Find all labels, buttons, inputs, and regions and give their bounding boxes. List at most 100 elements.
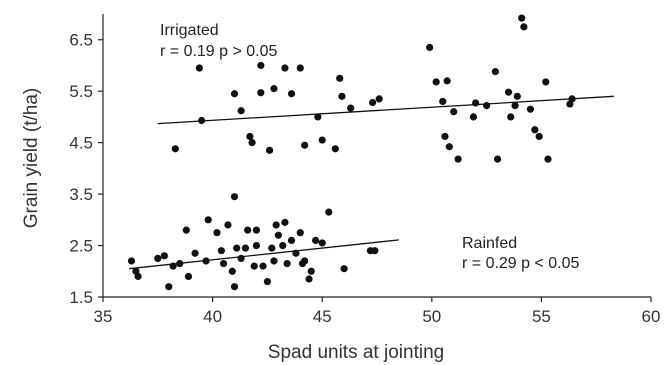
rainfed-point (191, 249, 199, 257)
irrigated-point (526, 105, 535, 113)
rainfed-point (272, 221, 280, 229)
irrigated-point (469, 113, 478, 121)
irrigated-point (270, 85, 278, 93)
irrigated-point (369, 98, 377, 107)
x-tick-label: 40 (203, 307, 222, 326)
rainfed-point (312, 236, 320, 244)
irrigated-point (493, 155, 502, 163)
x-axis-ticks: 35 40 45 50 55 60 (94, 297, 661, 326)
irrigated-point (441, 132, 449, 141)
x-tick-label: 50 (422, 307, 441, 326)
irrigated-stat: r = 0.19 p > 0.05 (160, 43, 278, 60)
rainfed-label: Rainfed (462, 235, 517, 252)
rainfed-point (252, 226, 261, 234)
rainfed-point (274, 231, 282, 239)
irrigated-point (535, 132, 543, 141)
rainfed-point (134, 272, 142, 281)
rainfed-point (281, 218, 289, 226)
irrigated-point (237, 107, 245, 115)
irrigated-trendline (157, 95, 614, 125)
y-tick-label: 3.5 (69, 185, 93, 204)
rainfed-point (268, 244, 276, 252)
rainfed-point (279, 241, 287, 250)
irrigated-point (331, 145, 339, 153)
irrigated-point (507, 113, 515, 121)
rainfed-point (202, 257, 210, 265)
irrigated-point (230, 90, 239, 98)
rainfed-point (241, 244, 250, 252)
irrigated-point (443, 77, 451, 85)
rainfed-point (228, 267, 236, 275)
irrigated-point (246, 132, 254, 141)
irrigated-point (568, 95, 576, 103)
y-tick-label: 2.5 (69, 237, 93, 256)
rainfed-point (296, 229, 304, 237)
irrigated-point (318, 136, 326, 144)
rainfed-stat: r = 0.29 p < 0.05 (462, 255, 580, 272)
rainfed-point (263, 277, 271, 286)
irrigated-point (336, 74, 344, 82)
rainfed-point (259, 262, 267, 270)
irrigated-point (511, 101, 519, 110)
rainfed-point (340, 265, 348, 273)
rainfed-point (213, 229, 221, 237)
irrigated-point (195, 64, 204, 72)
rainfed-point (217, 247, 225, 255)
x-axis-title: Spad units at jointing (268, 342, 444, 363)
rainfed-point (292, 249, 300, 257)
irrigated-point (491, 68, 499, 76)
rainfed-point (244, 226, 252, 234)
irrigated-point (287, 90, 296, 98)
irrigated-point (347, 104, 355, 112)
rainfed-point (283, 259, 291, 268)
rainfed-point (230, 283, 239, 291)
y-tick-label: 5.5 (69, 82, 93, 101)
y-tick-label: 6.5 (69, 31, 93, 50)
irrigated-point (426, 43, 434, 52)
rainfed-point (237, 254, 245, 263)
irrigated-point (450, 108, 458, 116)
rainfed-point (165, 283, 173, 291)
rainfed-point (160, 252, 168, 260)
irrigated-point (439, 97, 447, 106)
irrigated-point (432, 78, 440, 86)
irrigated-point (198, 116, 206, 125)
y-axis-ticks: 1.5 2.5 3.5 4.5 5.5 6.5 (69, 31, 103, 307)
rainfed-point (184, 272, 193, 281)
irrigated-point (375, 95, 383, 103)
rainfed-point (301, 257, 309, 265)
rainfed-point (127, 257, 136, 265)
rainfed-point (224, 221, 232, 229)
rainfed-point (250, 262, 258, 270)
rainfed-point (176, 259, 184, 268)
rainfed-point (371, 247, 379, 255)
irrigated-point (257, 89, 265, 97)
irrigated-label: Irrigated (160, 22, 219, 39)
rainfed-point (230, 193, 239, 201)
irrigated-point (454, 155, 462, 163)
irrigated-point (472, 99, 480, 107)
rainfed-point (270, 257, 278, 265)
irrigated-point (171, 145, 179, 153)
rainfed-point (287, 236, 296, 244)
irrigated-point (542, 78, 550, 86)
irrigated-point (513, 92, 521, 100)
y-tick-label: 4.5 (69, 134, 93, 153)
irrigated-point (301, 141, 309, 149)
x-tick-label: 60 (642, 307, 661, 326)
x-tick-label: 45 (313, 307, 332, 326)
irrigated-point (544, 155, 552, 163)
rainfed-point (318, 239, 326, 247)
irrigated-point (520, 23, 528, 31)
rainfed-point (169, 262, 177, 270)
x-tick-label: 35 (94, 307, 113, 326)
rainfed-point (219, 259, 228, 268)
rainfed-point (305, 275, 313, 283)
irrigated-point (518, 14, 526, 22)
irrigated-point (483, 101, 491, 110)
irrigated-point (257, 61, 265, 70)
y-tick-label: 1.5 (69, 288, 93, 307)
irrigated-point (531, 126, 539, 134)
rainfed-point (325, 208, 333, 216)
